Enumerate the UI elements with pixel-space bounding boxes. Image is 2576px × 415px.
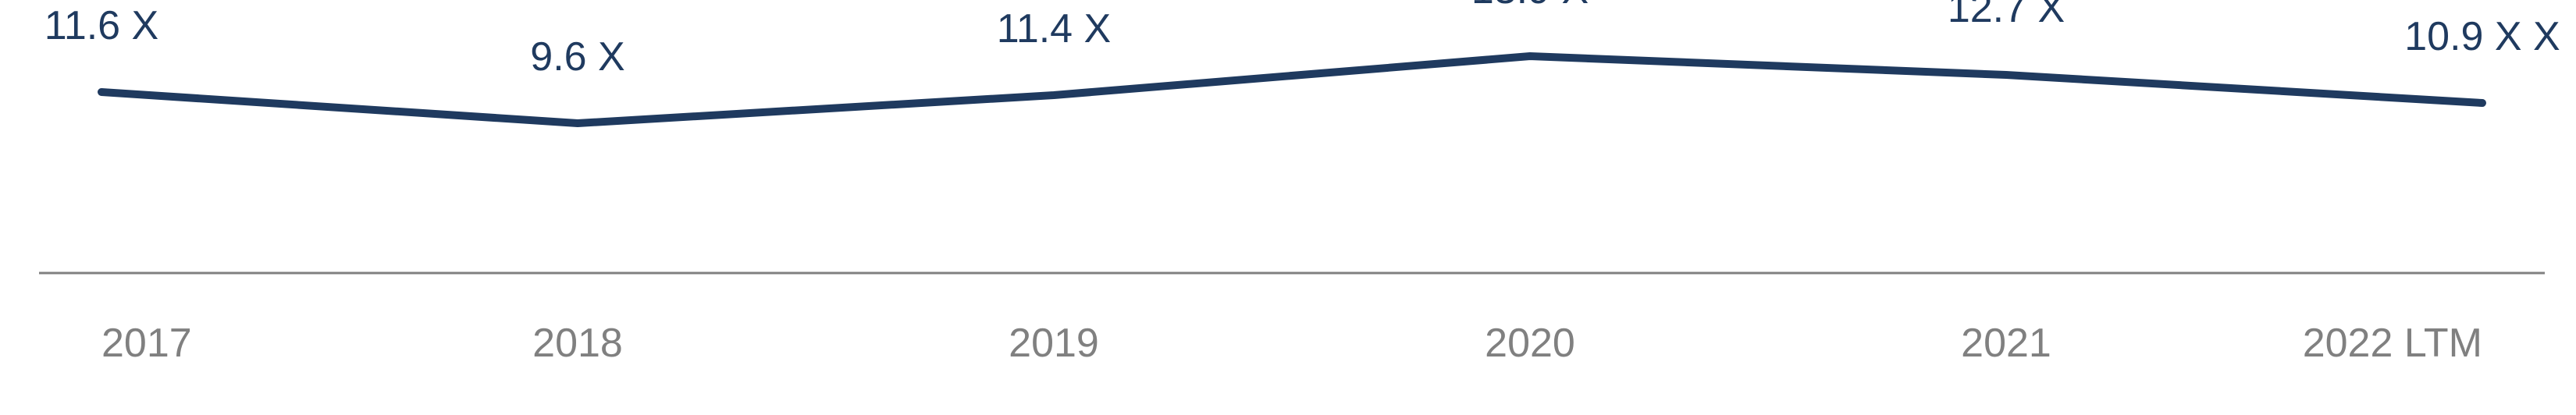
value-label: 12.7 X: [1948, 0, 2065, 32]
category-label: 2018: [532, 320, 623, 367]
category-label: 2020: [1485, 320, 1575, 367]
category-label: 2022 LTM: [2303, 320, 2482, 367]
series-line: [101, 56, 2482, 123]
value-label: 11.6 X: [44, 2, 158, 49]
chart-svg: [0, 0, 2576, 415]
value-label: 10.9 X X: [2404, 13, 2560, 60]
category-label: 2017: [101, 320, 192, 367]
value-label: 9.6 X: [530, 34, 624, 80]
category-label: 2021: [1961, 320, 2051, 367]
value-label: 11.4 X: [997, 5, 1111, 52]
value-label: 13.9 X: [1471, 0, 1589, 13]
category-label: 2019: [1009, 320, 1099, 367]
line-chart: 11.6 X 2017 9.6 X 2018 11.4 X 2019 13.9 X 2020 1…: [0, 0, 2576, 415]
